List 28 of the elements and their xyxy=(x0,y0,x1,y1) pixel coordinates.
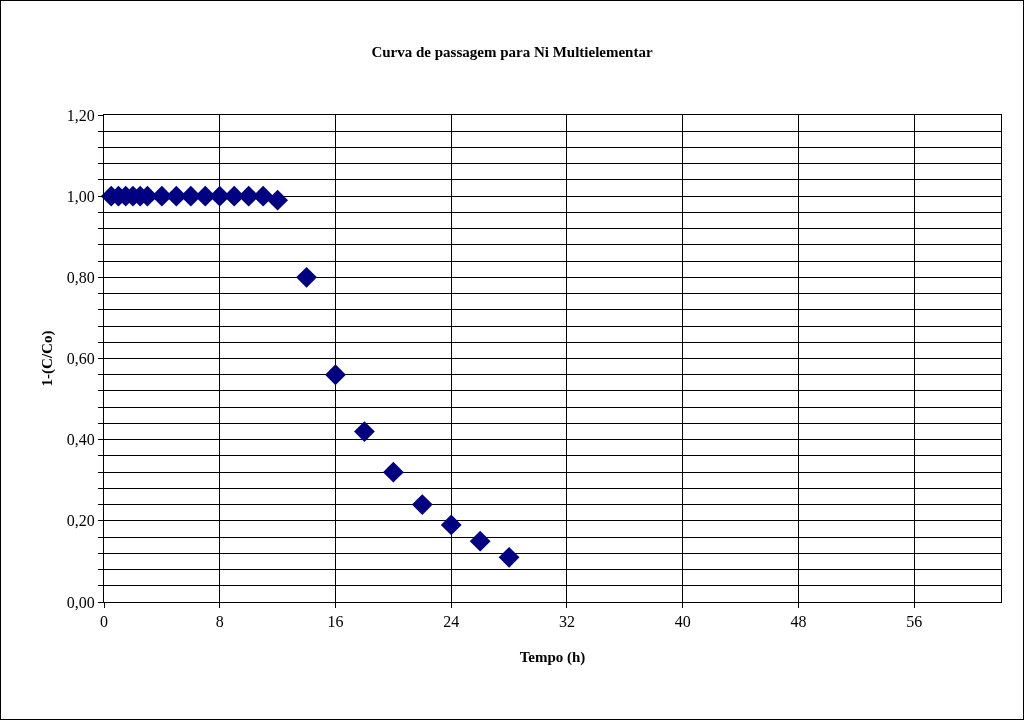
point xyxy=(440,514,462,536)
point xyxy=(354,421,375,442)
x-tick-label: 24 xyxy=(443,613,460,631)
point xyxy=(411,494,433,515)
point xyxy=(498,546,520,568)
x-tick-label: 40 xyxy=(674,613,691,631)
y-tick-label: 0,20 xyxy=(66,512,95,530)
x-axis-title: Tempo (h) xyxy=(519,649,586,667)
x-tick-label: 16 xyxy=(327,613,344,631)
point xyxy=(252,185,274,207)
y-tick-label: 0,40 xyxy=(66,431,95,449)
y-tick-label: 0,80 xyxy=(66,268,95,286)
text: 0,00 xyxy=(66,593,95,611)
x-tick-label: 8 xyxy=(215,613,224,631)
chart-title: Curva de passagem para Ni Multielementar xyxy=(371,43,653,60)
x-tick-label: 0 xyxy=(100,613,108,631)
x-tick-label: 48 xyxy=(790,613,807,631)
y-tick-label: 0,60 xyxy=(66,350,95,368)
y-tick-label: 1,00 xyxy=(66,187,95,205)
y-axis-title: 1-(C/Co) xyxy=(39,330,57,387)
point xyxy=(382,461,404,483)
y-tick-label: 1,20 xyxy=(66,106,95,124)
point xyxy=(296,266,317,288)
x-tick-label: 56 xyxy=(906,613,923,631)
x-tick-label: 32 xyxy=(558,613,575,631)
point xyxy=(267,189,289,211)
point xyxy=(469,530,491,552)
point xyxy=(325,364,346,386)
